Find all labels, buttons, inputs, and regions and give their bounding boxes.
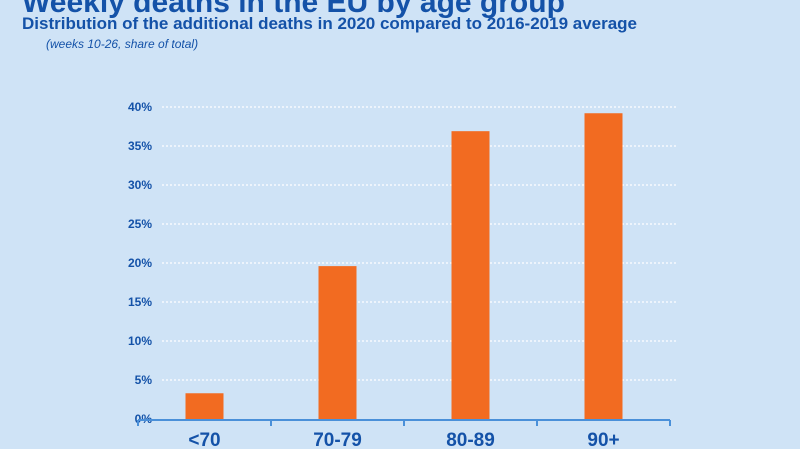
x-tick-label: 80-89 [446,430,495,449]
y-tick-label: 35% [128,139,152,153]
chart-title: Weekly deaths in the EU by age group [22,0,565,19]
chart-subtitle: Distribution of the additional deaths in… [22,14,638,33]
x-tick-label: 90+ [587,430,619,449]
y-tick-label: 10% [128,334,152,348]
x-tick-label: 70-79 [313,430,362,449]
y-tick-label: 30% [128,178,152,192]
y-tick-label: 20% [128,256,152,270]
bars [185,113,623,420]
bar [584,113,623,420]
y-tick-label: 25% [128,217,152,231]
bar [318,266,357,419]
x-tick-label: <70 [188,430,220,449]
chart-note: (weeks 10-26, share of total) [46,37,199,51]
bar [451,131,490,419]
y-tick-label: 15% [128,295,152,309]
x-axis: <70 70-79 80-89 90+ [137,419,671,449]
y-axis-ticks: 0%5%10%15%20%25%30%35%40% [128,100,152,426]
y-tick-label: 40% [128,100,152,114]
bar [185,393,224,419]
y-tick-label: 5% [135,373,153,387]
